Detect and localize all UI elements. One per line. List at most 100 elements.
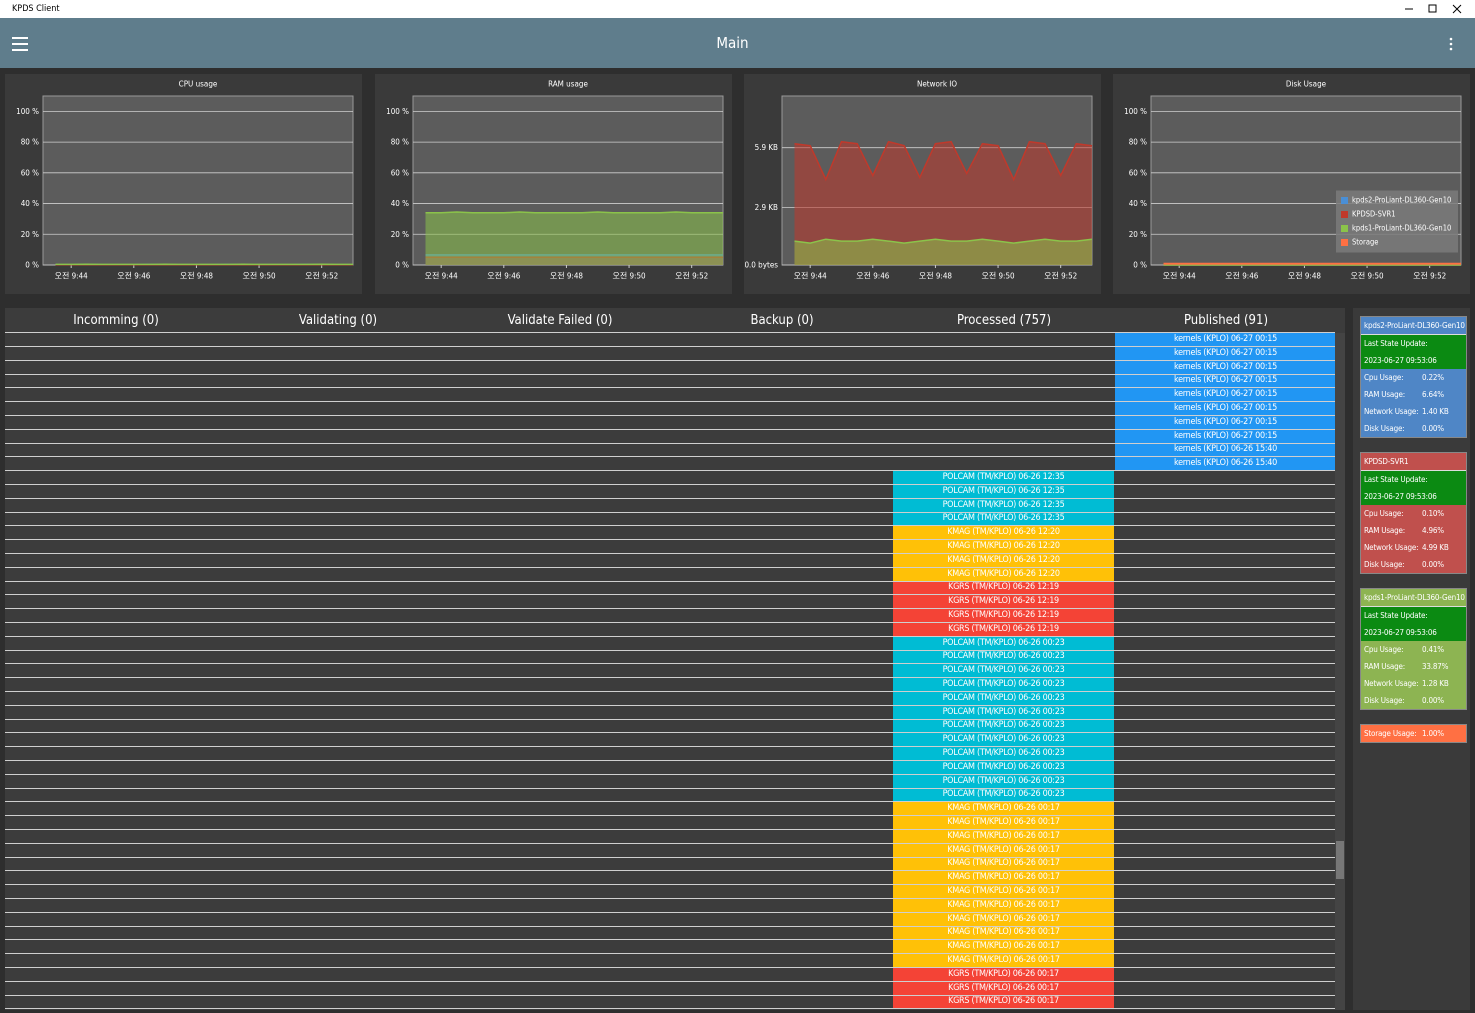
- last-update: 2023-06-27 09:53:06: [1361, 352, 1466, 369]
- y-tick-label: 40 %: [21, 199, 39, 208]
- job-item[interactable]: KGRS (TM/KPLO) 06-26 12:19: [893, 622, 1114, 636]
- legend-label: kpds2-ProLiant-DL360-Gen10: [1352, 196, 1451, 205]
- last-update-label: Last State Update:: [1361, 607, 1466, 624]
- storage-row: Storage Usage: 1.00%: [1361, 725, 1466, 742]
- job-item[interactable]: KMAG (TM/KPLO) 06-26 12:20: [893, 567, 1114, 581]
- metric-value: 0.22%: [1422, 373, 1444, 382]
- job-item[interactable]: kernels (KPLO) 06-27 00:15: [1115, 388, 1336, 402]
- metric-value: 0.00%: [1422, 696, 1444, 705]
- job-item[interactable]: kernels (KPLO) 06-27 00:15: [1115, 333, 1336, 346]
- job-item[interactable]: POLCAM (TM/KPLO) 06-26 00:23: [893, 774, 1114, 788]
- job-item[interactable]: KGRS (TM/KPLO) 06-26 00:17: [893, 995, 1114, 1009]
- row-divider: [5, 442, 1335, 444]
- row-divider: [5, 967, 1335, 968]
- job-item[interactable]: KMAG (TM/KPLO) 06-26 00:17: [893, 940, 1114, 954]
- row-divider: [5, 815, 1335, 817]
- metric-value: 0.00%: [1422, 560, 1444, 569]
- x-tick-label: 오전 9:44: [794, 271, 828, 281]
- job-item[interactable]: POLCAM (TM/KPLO) 06-26 00:23: [893, 678, 1114, 691]
- legend-label: KPDSD-SVR1: [1352, 210, 1395, 219]
- job-item[interactable]: kernels (KPLO) 06-27 00:15: [1115, 374, 1336, 388]
- job-item[interactable]: POLCAM (TM/KPLO) 06-26 00:23: [893, 733, 1114, 747]
- y-tick-label: 60 %: [1129, 168, 1147, 177]
- row-divider: [5, 580, 1335, 582]
- job-item[interactable]: kernels (KPLO) 06-26 15:40: [1115, 443, 1336, 457]
- row-divider: [5, 691, 1335, 692]
- y-tick-label: 60 %: [391, 168, 409, 177]
- metric-label: Network Usage:: [1364, 679, 1419, 688]
- job-item[interactable]: POLCAM (TM/KPLO) 06-26 00:23: [893, 719, 1114, 733]
- server-name: kpds1-ProLiant-DL360-Gen10: [1361, 589, 1466, 607]
- more-button[interactable]: [1448, 37, 1454, 51]
- job-item[interactable]: KGRS (TM/KPLO) 06-26 12:19: [893, 595, 1114, 609]
- metric-label: Cpu Usage:: [1364, 645, 1404, 654]
- series-line: [425, 211, 723, 214]
- metric-label: Network Usage:: [1364, 543, 1419, 552]
- row-divider: [5, 718, 1335, 720]
- y-tick-label: 40 %: [1129, 199, 1147, 208]
- job-item[interactable]: kernels (KPLO) 06-27 00:15: [1115, 346, 1336, 360]
- column-header: Validating (0): [298, 313, 378, 328]
- job-item[interactable]: POLCAM (TM/KPLO) 06-26 00:23: [893, 788, 1114, 802]
- job-item[interactable]: KMAG (TM/KPLO) 06-26 00:17: [893, 829, 1114, 843]
- menu-button[interactable]: [12, 36, 32, 52]
- row-divider: [5, 373, 1335, 375]
- job-item[interactable]: POLCAM (TM/KPLO) 06-26 00:23: [893, 664, 1114, 678]
- scrollbar[interactable]: [1335, 333, 1345, 1010]
- job-item[interactable]: KMAG (TM/KPLO) 06-26 00:17: [893, 954, 1114, 967]
- job-item[interactable]: kernels (KPLO) 06-26 15:40: [1115, 457, 1336, 471]
- job-item[interactable]: KMAG (TM/KPLO) 06-26 12:20: [893, 553, 1114, 567]
- metric-row: Network Usage: 1.28 KB: [1361, 675, 1466, 692]
- row-divider: [5, 856, 1335, 858]
- x-tick-label: 오전 9:52: [305, 271, 338, 281]
- job-item[interactable]: KMAG (TM/KPLO) 06-26 00:17: [893, 926, 1114, 940]
- window-controls[interactable]: [1395, 0, 1475, 18]
- job-item[interactable]: KMAG (TM/KPLO) 06-26 00:17: [893, 816, 1114, 829]
- y-tick-label: 20 %: [391, 230, 409, 239]
- job-item[interactable]: KMAG (TM/KPLO) 06-26 00:17: [893, 857, 1114, 871]
- metric-label: RAM Usage:: [1364, 662, 1405, 671]
- job-item[interactable]: KMAG (TM/KPLO) 06-26 12:20: [893, 540, 1114, 553]
- row-divider: [5, 760, 1335, 761]
- metric-value: 6.64%: [1422, 390, 1444, 399]
- metric-row: Cpu Usage: 0.22%: [1361, 369, 1466, 386]
- job-item[interactable]: POLCAM (TM/KPLO) 06-26 00:23: [893, 691, 1114, 705]
- job-item[interactable]: KMAG (TM/KPLO) 06-26 12:20: [893, 526, 1114, 540]
- job-item[interactable]: KMAG (TM/KPLO) 06-26 00:17: [893, 802, 1114, 816]
- job-item[interactable]: POLCAM (TM/KPLO) 06-26 00:23: [893, 650, 1114, 664]
- y-tick-label: 100 %: [1124, 107, 1147, 116]
- job-item[interactable]: POLCAM (TM/KPLO) 06-26 12:35: [893, 484, 1114, 498]
- job-item[interactable]: KGRS (TM/KPLO) 06-26 12:19: [893, 581, 1114, 595]
- metric-row: Cpu Usage: 0.41%: [1361, 641, 1466, 658]
- row-divider: [5, 497, 1335, 499]
- job-item[interactable]: POLCAM (TM/KPLO) 06-26 12:35: [893, 512, 1114, 526]
- job-item[interactable]: KMAG (TM/KPLO) 06-26 00:17: [893, 871, 1114, 885]
- job-item[interactable]: KGRS (TM/KPLO) 06-26 00:17: [893, 967, 1114, 981]
- job-item[interactable]: KMAG (TM/KPLO) 06-26 00:17: [893, 885, 1114, 898]
- job-item[interactable]: kernels (KPLO) 06-27 00:15: [1115, 429, 1336, 443]
- metric-value: 4.99 KB: [1422, 543, 1449, 552]
- scrollbar-thumb[interactable]: [1336, 841, 1344, 879]
- job-item[interactable]: POLCAM (TM/KPLO) 06-26 00:23: [893, 636, 1114, 650]
- job-item[interactable]: POLCAM (TM/KPLO) 06-26 00:23: [893, 705, 1114, 719]
- metric-row: Disk Usage: 0.00%: [1361, 420, 1466, 437]
- job-item[interactable]: KGRS (TM/KPLO) 06-26 12:19: [893, 609, 1114, 622]
- job-item[interactable]: POLCAM (TM/KPLO) 06-26 12:35: [893, 471, 1114, 484]
- job-item[interactable]: POLCAM (TM/KPLO) 06-26 00:23: [893, 747, 1114, 760]
- job-item[interactable]: KMAG (TM/KPLO) 06-26 00:17: [893, 843, 1114, 857]
- row-divider: [5, 553, 1335, 554]
- metric-value: 0.00%: [1422, 424, 1444, 433]
- job-item[interactable]: kernels (KPLO) 06-27 00:15: [1115, 360, 1336, 374]
- job-item[interactable]: kernels (KPLO) 06-27 00:15: [1115, 402, 1336, 415]
- job-item[interactable]: POLCAM (TM/KPLO) 06-26 12:35: [893, 498, 1114, 512]
- job-item[interactable]: POLCAM (TM/KPLO) 06-26 00:23: [893, 760, 1114, 774]
- chart: CPU usage 0 % 20 % 40 % 60 % 80 % 100 % 오전 9:44…: [5, 74, 362, 294]
- job-item[interactable]: KMAG (TM/KPLO) 06-26 00:17: [893, 898, 1114, 912]
- job-item[interactable]: KGRS (TM/KPLO) 06-26 00:17: [893, 981, 1114, 995]
- job-item[interactable]: KMAG (TM/KPLO) 06-26 00:17: [893, 912, 1114, 926]
- metric-value: 1.28 KB: [1422, 679, 1449, 688]
- last-update: 2023-06-27 09:53:06: [1361, 488, 1466, 505]
- job-item[interactable]: kernels (KPLO) 06-27 00:15: [1115, 415, 1336, 429]
- legend-box: [1336, 190, 1458, 253]
- row-divider: [5, 994, 1335, 996]
